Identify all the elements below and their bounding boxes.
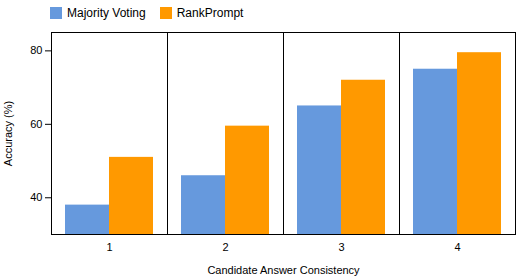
svg-text:4: 4 <box>454 241 460 253</box>
svg-text:3: 3 <box>338 241 344 253</box>
html-text:RankPrompt: RankPrompt <box>176 6 244 20</box>
svg-text:40: 40 <box>30 191 42 203</box>
svg-text:1: 1 <box>106 241 112 253</box>
html-text:Majority Voting: Majority Voting <box>67 6 146 20</box>
svg-text:2: 2 <box>222 241 228 253</box>
svg-text:80: 80 <box>30 44 42 56</box>
svg-text:60: 60 <box>30 118 42 130</box>
svg-text:Accuracy (%): Accuracy (%) <box>2 101 14 166</box>
svg-text:Candidate Answer Consistency: Candidate Answer Consistency <box>207 264 360 276</box>
